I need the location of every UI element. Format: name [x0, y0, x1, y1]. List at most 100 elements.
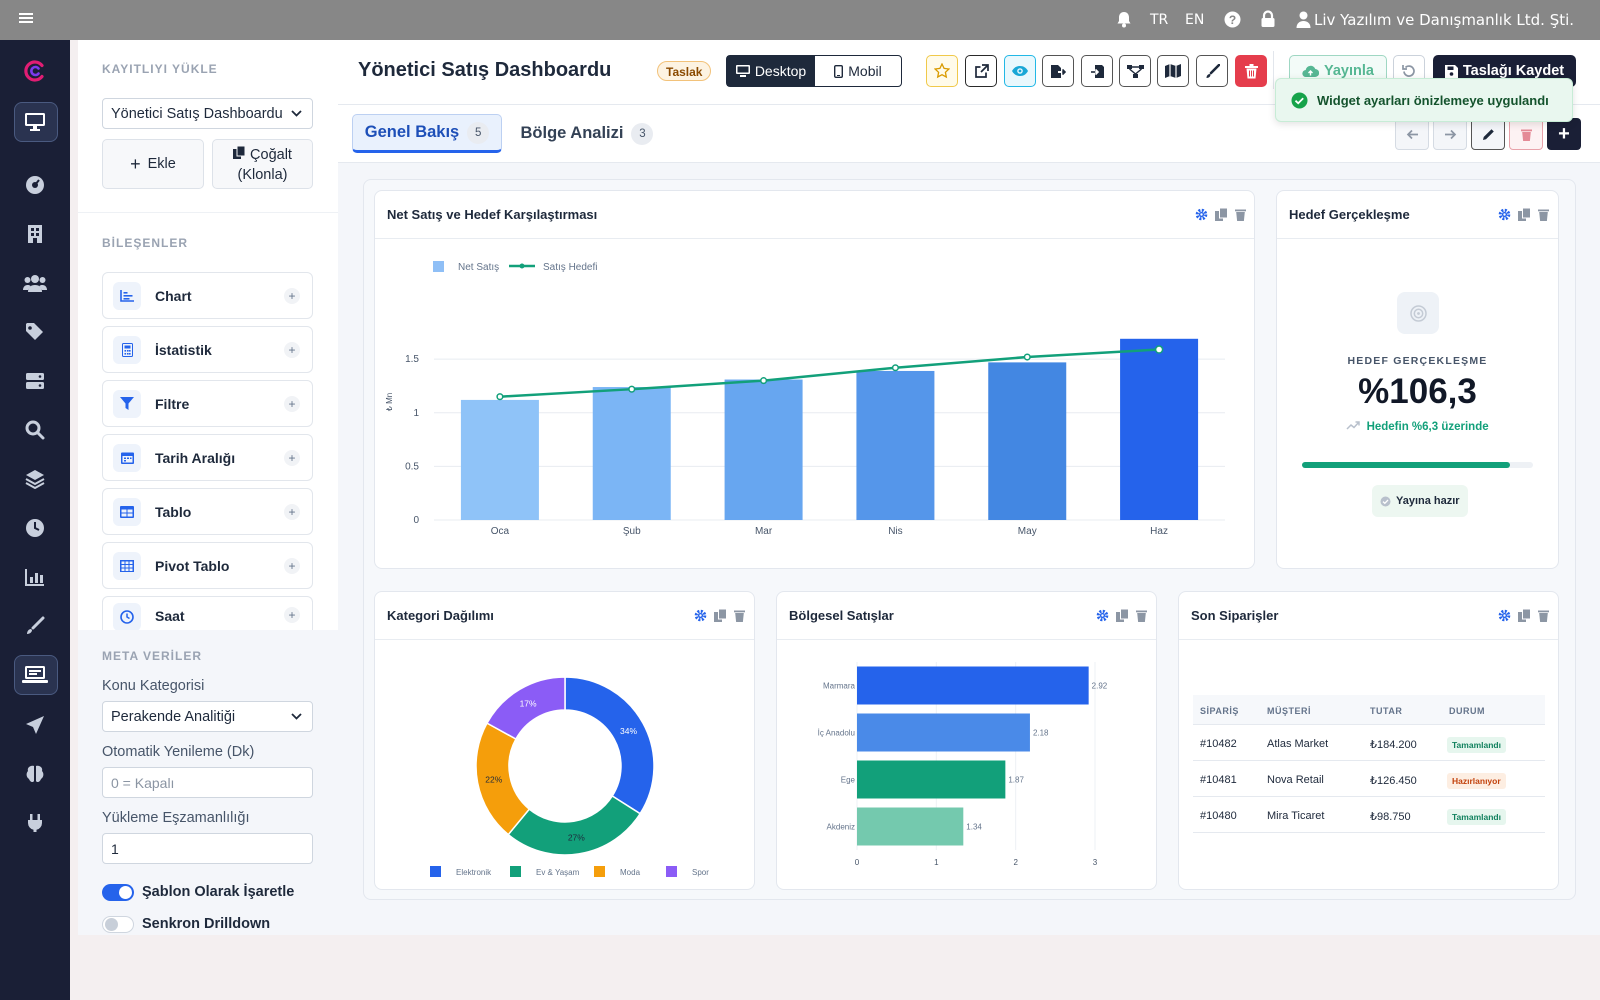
laptop-icon[interactable] — [22, 662, 48, 688]
clock-icon[interactable] — [22, 515, 48, 541]
component-filter[interactable]: Filtre + — [102, 380, 313, 427]
import-button[interactable] — [1081, 55, 1113, 87]
lang-tr[interactable]: TR — [1150, 12, 1169, 28]
plus-icon[interactable]: + — [284, 607, 300, 623]
users-icon[interactable] — [22, 270, 48, 296]
user-icon[interactable] — [1296, 11, 1311, 33]
plug-icon[interactable] — [22, 810, 48, 836]
plus-icon[interactable]: + — [284, 288, 300, 304]
gear-icon[interactable] — [1096, 609, 1109, 622]
plus-icon[interactable]: + — [284, 558, 300, 574]
plus-icon[interactable]: + — [284, 504, 300, 520]
order-amount: ₺98.750 — [1370, 811, 1411, 823]
hamburger-icon[interactable] — [18, 10, 34, 31]
trash-icon[interactable] — [734, 609, 745, 622]
lock-icon[interactable] — [1260, 10, 1276, 33]
copy-icon[interactable] — [714, 609, 727, 622]
template-toggle[interactable] — [102, 884, 134, 901]
open-external-button[interactable] — [965, 55, 997, 87]
help-icon[interactable]: ? — [1224, 11, 1241, 33]
monitor-icon[interactable] — [22, 109, 48, 135]
component-label: Chart — [155, 287, 192, 304]
mobile-button[interactable]: Mobil — [815, 56, 901, 86]
component-pivot[interactable]: Pivot Tablo + — [102, 542, 313, 589]
rename-tab-button[interactable] — [1471, 118, 1505, 150]
trash-icon[interactable] — [1538, 609, 1549, 622]
add-tab-button[interactable]: + — [1547, 118, 1581, 150]
add-button-label: Ekle — [147, 156, 176, 172]
export-button[interactable] — [1042, 55, 1074, 87]
delete-tab-button[interactable] — [1509, 118, 1543, 150]
sync-toggle[interactable] — [102, 916, 134, 933]
plus-icon[interactable]: + — [284, 342, 300, 358]
concurrency-input[interactable]: 1 — [102, 833, 313, 864]
bar — [857, 760, 1006, 799]
top-bar: TR EN ? Liv Yazılım ve Danışmanlık Ltd. … — [0, 0, 1600, 40]
favorite-button[interactable] — [926, 55, 958, 87]
server-icon[interactable] — [22, 368, 48, 394]
table-row[interactable] — [1193, 797, 1545, 833]
component-chart[interactable]: Chart + — [102, 272, 313, 319]
y-tick-label: İç Anadolu — [818, 729, 855, 738]
company-name[interactable]: Liv Yazılım ve Danışmanlık Ltd. Şti. — [1314, 11, 1575, 29]
star-icon — [934, 63, 950, 79]
widget-regional[interactable]: Bölgesel Satışlar 0 1 2 3 Marmara 2.92 İç Anad… — [776, 591, 1157, 890]
building-icon[interactable] — [22, 221, 48, 247]
copy-icon[interactable] — [1215, 208, 1228, 221]
plus-icon[interactable]: + — [284, 450, 300, 466]
bar — [857, 666, 1089, 705]
gear-icon[interactable] — [1498, 609, 1511, 622]
category-select[interactable]: Perakende Analitiği — [102, 701, 313, 732]
search-icon[interactable] — [22, 417, 48, 443]
map-button[interactable] — [1157, 55, 1189, 87]
legend-label: Spor — [692, 868, 709, 877]
tab-overview[interactable]: Genel Bakış 5 — [352, 114, 502, 153]
delete-dashboard-button[interactable] — [1235, 55, 1267, 87]
move-right-button[interactable] — [1433, 118, 1467, 150]
gear-icon[interactable] — [694, 609, 707, 622]
lang-en[interactable]: EN — [1185, 12, 1205, 28]
gauge-icon[interactable] — [22, 172, 48, 198]
table-row[interactable] — [1193, 761, 1545, 797]
load-select[interactable]: Yönetici Satış Dashboardu — [102, 98, 313, 129]
refresh-input[interactable]: 0 = Kapalı — [102, 767, 313, 798]
check-circle-icon — [1291, 92, 1308, 108]
component-stat[interactable]: İstatistik + — [102, 326, 313, 373]
plus-icon[interactable]: + — [284, 396, 300, 412]
brush-icon[interactable] — [22, 613, 48, 639]
widget-orders[interactable]: Son Siparişler SİPARİŞ MÜŞTERİ TUTAR DUR… — [1178, 591, 1559, 890]
connections-button[interactable] — [1119, 55, 1151, 87]
trash-icon[interactable] — [1235, 208, 1246, 221]
component-clock[interactable]: Saat + — [102, 596, 313, 630]
widget-net-sales[interactable]: Net Satış ve Hedef Karşılaştırması Net S… — [374, 190, 1255, 569]
component-date-range[interactable]: Tarih Aralığı + — [102, 434, 313, 481]
trash-icon[interactable] — [1538, 208, 1549, 221]
legend-swatch — [666, 866, 677, 877]
widget-tools — [1096, 609, 1147, 622]
widget-category[interactable]: Kategori Dağılımı 34% 27% 22% 17% Elektronik… — [374, 591, 755, 890]
widget-goal[interactable]: Hedef Gerçekleşme HEDEF GERÇEKLEŞME %106… — [1276, 190, 1559, 569]
target-point — [891, 364, 899, 372]
table-row[interactable] — [1193, 725, 1545, 761]
add-button[interactable]: + Ekle — [102, 139, 204, 189]
tags-icon[interactable] — [22, 319, 48, 345]
gear-icon[interactable] — [1498, 208, 1511, 221]
style-button[interactable] — [1196, 55, 1228, 87]
move-left-button[interactable] — [1395, 118, 1429, 150]
desktop-button[interactable]: Desktop — [727, 56, 815, 86]
send-icon[interactable] — [22, 712, 48, 738]
trash-icon[interactable] — [1136, 609, 1147, 622]
preview-button[interactable] — [1004, 55, 1036, 87]
copy-icon[interactable] — [1518, 208, 1531, 221]
copy-icon[interactable] — [1518, 609, 1531, 622]
brain-icon[interactable] — [22, 761, 48, 787]
layers-icon[interactable] — [22, 466, 48, 492]
clone-button[interactable]: Çoğalt (Klonla) — [212, 139, 313, 189]
bar-chart-icon[interactable] — [22, 564, 48, 590]
tab-region-analysis[interactable]: Bölge Analizi 3 — [513, 114, 661, 153]
bell-icon[interactable] — [1116, 11, 1132, 33]
copy-icon[interactable] — [1116, 609, 1129, 622]
component-table[interactable]: Tablo + — [102, 488, 313, 535]
bar — [460, 399, 539, 520]
gear-icon[interactable] — [1195, 208, 1208, 221]
